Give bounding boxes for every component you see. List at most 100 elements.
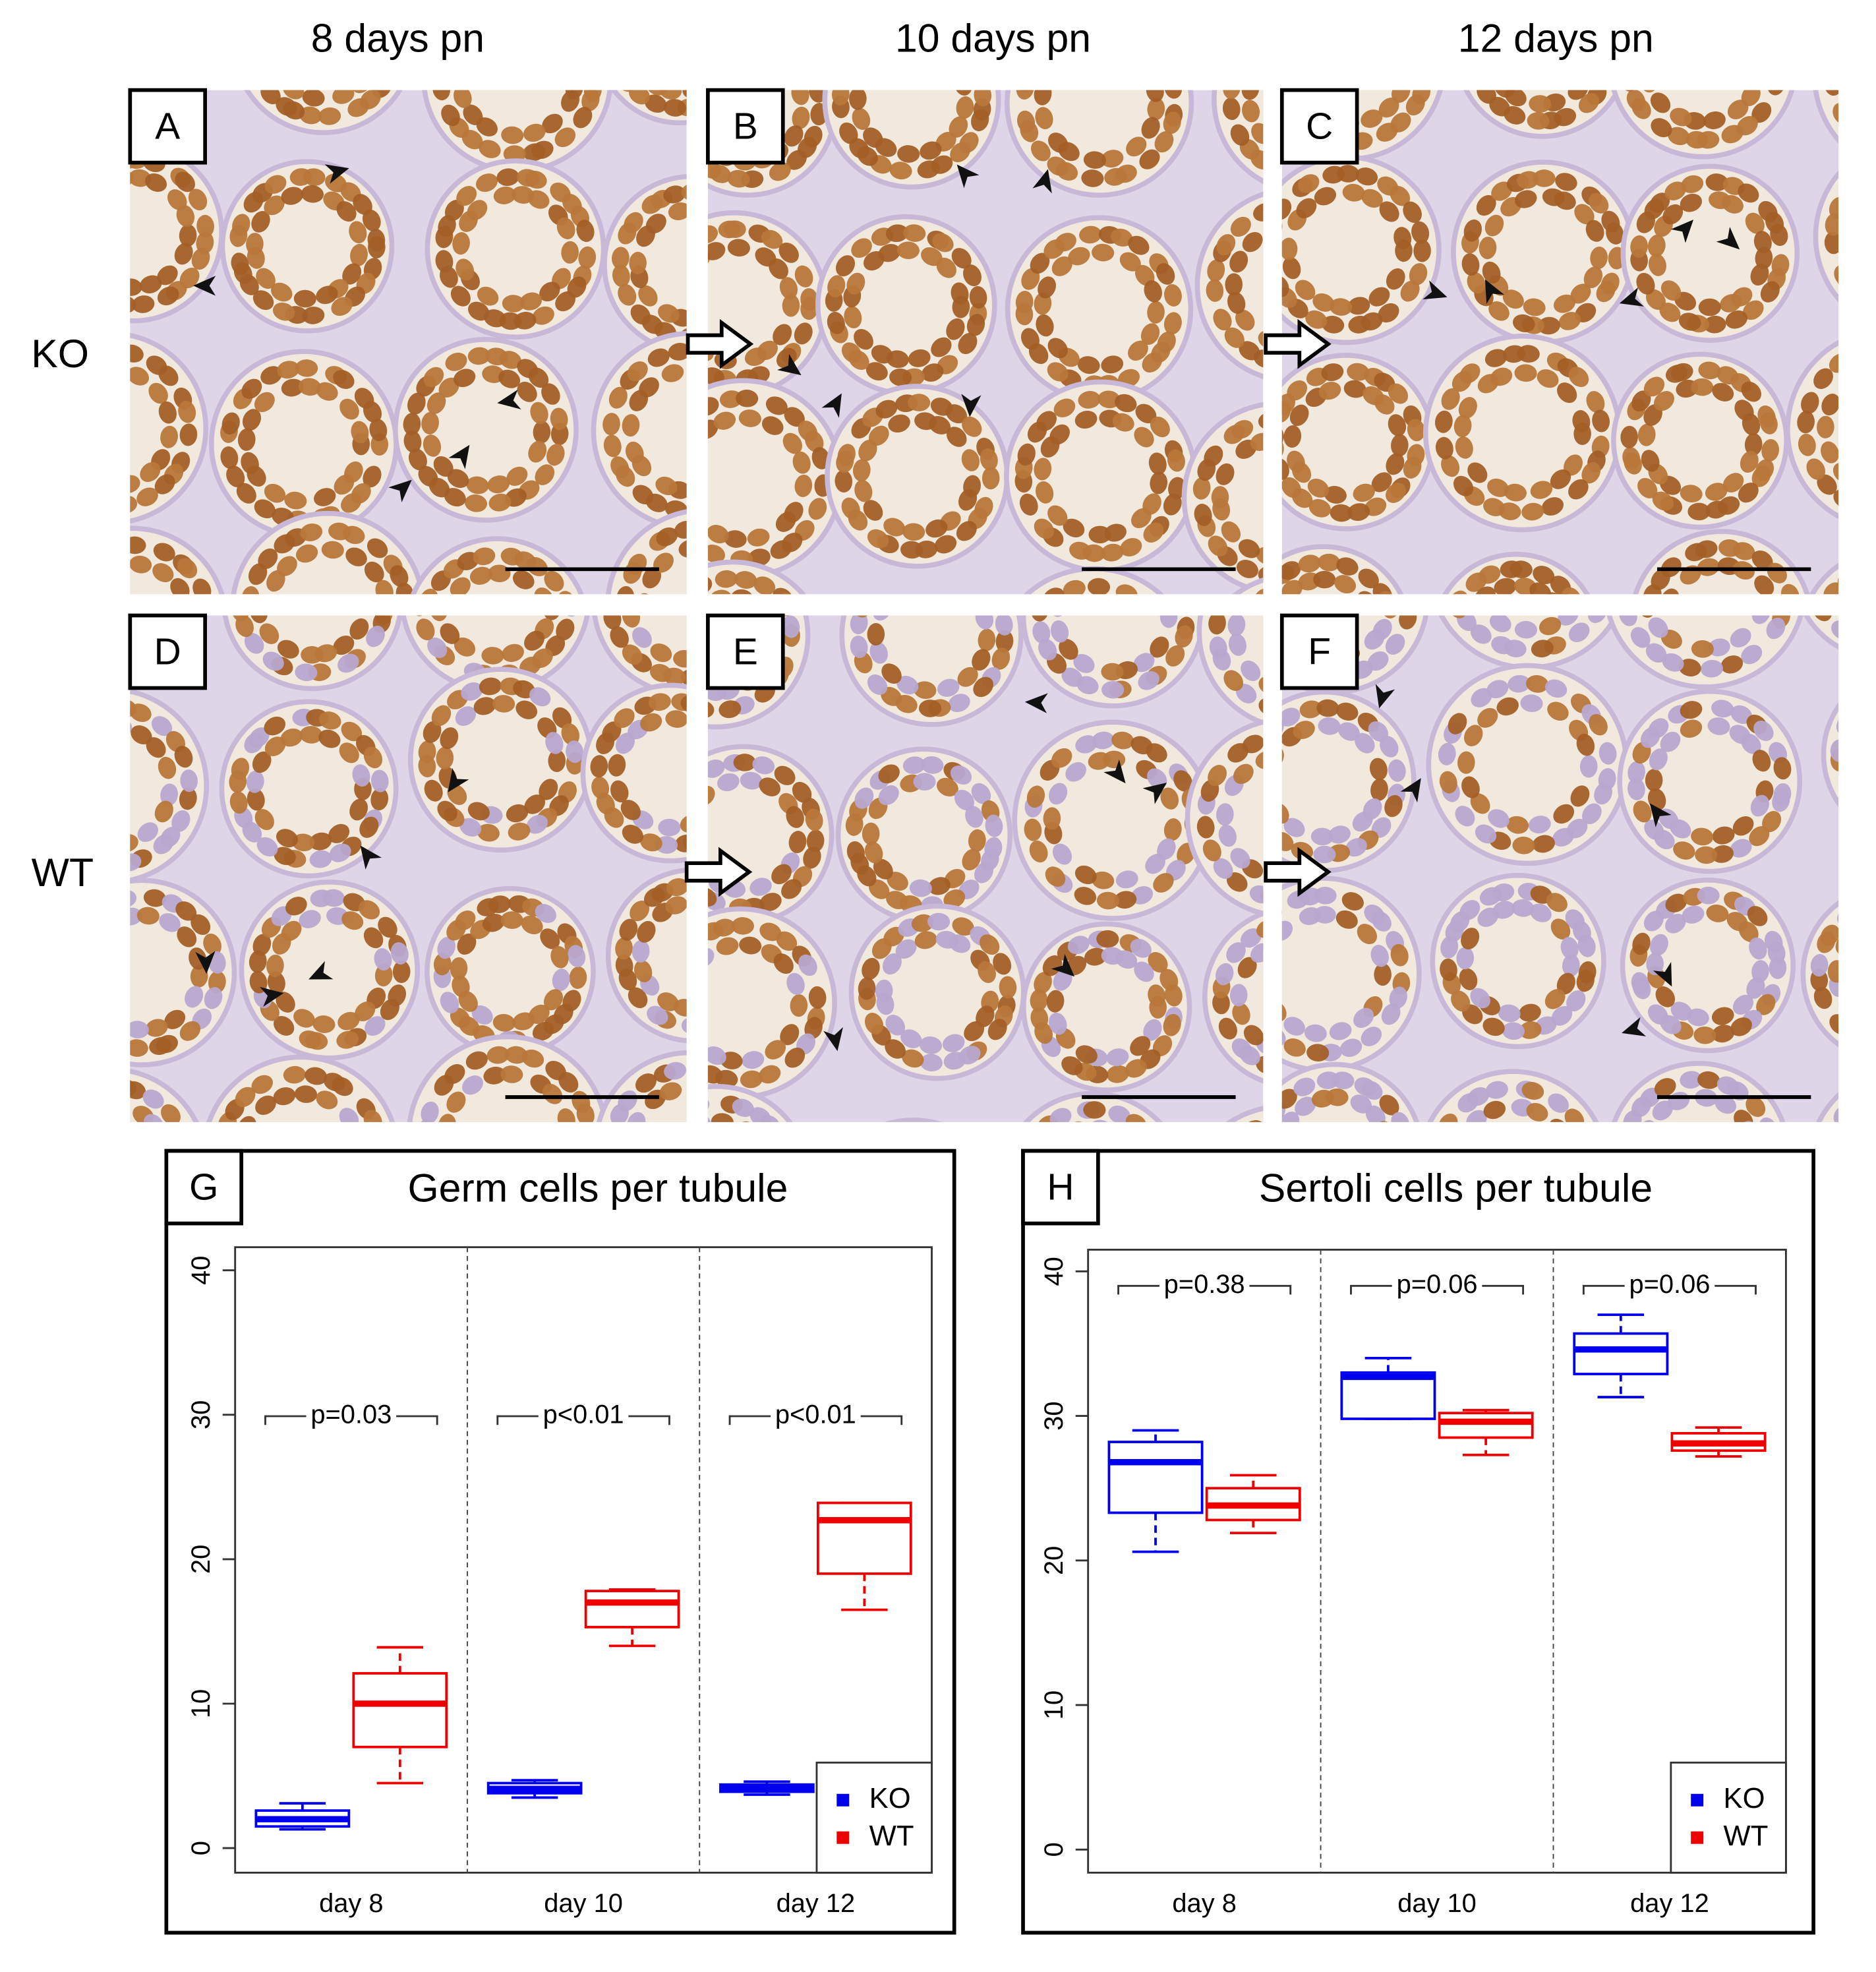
nucleus [1732, 994, 1753, 1015]
nucleus [794, 265, 813, 287]
nucleus [1316, 699, 1339, 717]
nucleus [759, 922, 782, 941]
nucleus [316, 1091, 338, 1110]
nucleus [1687, 502, 1711, 521]
nucleus [1471, 688, 1492, 707]
nucleus [908, 394, 931, 411]
nucleus [1630, 627, 1651, 648]
nucleus [283, 90, 305, 100]
nucleus [1202, 839, 1221, 862]
nucleus [1135, 403, 1157, 424]
nucleus [132, 295, 155, 313]
y-tick-label: 30 [1040, 1401, 1069, 1430]
nucleus [191, 247, 210, 270]
nucleus [334, 474, 355, 495]
nucleus [362, 209, 381, 231]
nucleus [1643, 376, 1665, 397]
nucleus [1019, 493, 1038, 516]
nucleus [146, 737, 166, 758]
nucleus [1253, 203, 1264, 222]
nucleus [231, 615, 250, 622]
nucleus [1098, 390, 1121, 409]
nucleus [1551, 1006, 1573, 1026]
nucleus [1385, 634, 1405, 655]
nucleus [568, 945, 586, 968]
nucleus [1590, 246, 1608, 270]
nucleus [418, 465, 438, 487]
nucleus [281, 378, 304, 397]
nucleus [608, 386, 628, 409]
nucleus [932, 233, 954, 253]
nucleus [492, 1013, 515, 1032]
nucleus [1441, 455, 1460, 477]
nucleus [1146, 743, 1167, 763]
arrowhead [195, 951, 216, 974]
nucleus [1030, 140, 1051, 162]
nucleus [293, 289, 316, 308]
nucleus [1670, 1001, 1693, 1021]
nucleus [622, 644, 643, 665]
nucleus [1293, 1077, 1316, 1096]
nucleus [630, 900, 650, 922]
nucleus [883, 518, 906, 537]
nucleus [1115, 584, 1138, 595]
nucleus [424, 779, 443, 802]
nucleus [352, 764, 370, 787]
legend-swatch [1691, 1831, 1704, 1844]
nucleus [477, 286, 499, 306]
nucleus [591, 776, 610, 799]
nucleus [276, 97, 297, 116]
nucleus [1706, 904, 1729, 922]
nucleus [1711, 700, 1734, 718]
nucleus [1175, 625, 1193, 648]
x-tick-label: day 8 [319, 1889, 383, 1918]
nucleus [1051, 748, 1072, 768]
nucleus [1630, 235, 1648, 258]
nucleus [637, 920, 656, 943]
nucleus [800, 288, 818, 311]
nucleus [791, 90, 809, 105]
nucleus [1825, 213, 1839, 236]
nucleus [1392, 90, 1411, 104]
nucleus [1754, 575, 1774, 595]
nucleus [1570, 284, 1591, 304]
nucleus [246, 233, 264, 256]
nucleus [946, 427, 967, 447]
nucleus [863, 127, 883, 148]
nucleus [782, 294, 800, 317]
nucleus [176, 204, 195, 227]
nucleus [1390, 943, 1409, 967]
nucleus [632, 485, 654, 504]
nucleus [1142, 352, 1163, 373]
nucleus [1691, 640, 1714, 658]
nucleus [347, 98, 369, 117]
nucleus [808, 498, 827, 520]
panel-letter: C [1306, 105, 1333, 147]
nucleus [1281, 831, 1294, 851]
nucleus [615, 732, 635, 754]
nucleus [251, 211, 270, 233]
nucleus [1512, 837, 1535, 854]
nucleus [1537, 316, 1560, 335]
nucleus [784, 125, 804, 147]
nucleus [1295, 280, 1316, 301]
nucleus [505, 1046, 528, 1064]
nucleus [1391, 434, 1409, 457]
nucleus [521, 1049, 544, 1068]
nucleus [1482, 261, 1501, 284]
nucleus [450, 577, 471, 595]
nucleus [1240, 928, 1262, 948]
nucleus [1564, 1108, 1585, 1122]
nucleus [188, 189, 208, 211]
nucleus [1236, 559, 1258, 578]
nucleus [1281, 707, 1301, 727]
nucleus [1810, 954, 1829, 977]
nucleus [532, 1021, 554, 1041]
nucleus [835, 255, 856, 277]
nucleus [1355, 732, 1375, 754]
nucleus [259, 623, 279, 644]
nucleus [539, 779, 558, 800]
nucleus [1655, 986, 1676, 1007]
nucleus [1730, 628, 1751, 647]
